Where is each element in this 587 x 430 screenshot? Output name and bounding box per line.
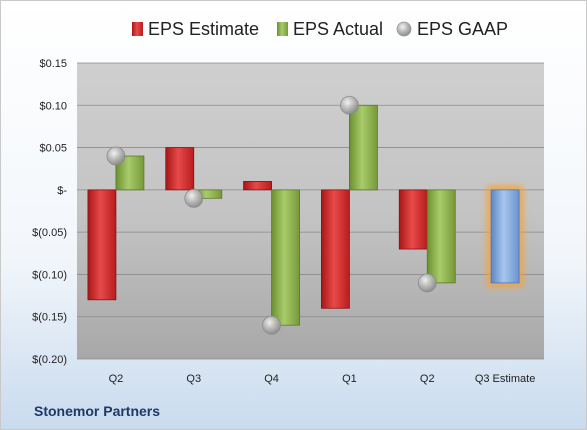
x-axis-labels: Q2 Q3 Q4 Q1 Q2 Q3 Estimate: [109, 373, 536, 385]
legend-gaap-marker: [396, 21, 412, 37]
gaap-marker: [184, 188, 204, 208]
bar-actual: [349, 104, 378, 191]
company-name: Stonemor Partners: [34, 403, 161, 419]
gaap-marker: [340, 95, 359, 115]
bar-actual: [426, 189, 456, 284]
plot-area: [77, 63, 544, 359]
bar-estimate: [87, 189, 117, 301]
x-tick-label: Q2: [109, 373, 124, 385]
x-tick-label: Q3: [186, 373, 201, 385]
y-tick-label: $(0.10): [32, 269, 67, 281]
bar-estimate: [398, 189, 428, 250]
legend-actual-swatch: [277, 22, 288, 36]
y-axis-labels: $0.15 $0.10 $0.05 $- $(0.05) $(0.10) $(0.15) $(…: [32, 58, 67, 366]
legend-estimate-swatch: [132, 22, 143, 36]
x-tick-label: Q4: [264, 373, 279, 385]
legend-estimate-label: EPS Estimate: [148, 19, 259, 39]
x-tick-label: Q1: [342, 373, 357, 385]
gaap-marker: [417, 273, 437, 293]
gaap-marker: [262, 315, 281, 335]
y-tick-label: $(0.15): [32, 312, 67, 324]
y-tick-label: $0.10: [39, 100, 67, 112]
bar-actual: [271, 189, 300, 326]
y-tick-label: $-: [57, 185, 67, 197]
legend-actual-label: EPS Actual: [293, 19, 383, 39]
x-tick-label: Q3 Estimate: [475, 373, 536, 385]
y-tick-label: $(0.05): [32, 227, 67, 239]
x-tick-label: Q2: [420, 373, 435, 385]
legend-gaap-label: EPS GAAP: [417, 19, 508, 39]
gaap-marker: [106, 146, 126, 166]
gridlines: [77, 62, 544, 360]
bar-estimate: [165, 147, 195, 191]
bar-estimate: [321, 189, 350, 309]
y-tick-label: $0.15: [39, 58, 67, 70]
legend: EPS Estimate EPS Actual EPS GAAP: [132, 19, 508, 39]
gaap-markers: [106, 95, 437, 335]
y-tick-label: $(0.20): [32, 354, 67, 366]
y-tick-label: $0.05: [39, 143, 67, 155]
bar-estimate: [243, 180, 272, 191]
bar-estimate: [490, 189, 520, 284]
